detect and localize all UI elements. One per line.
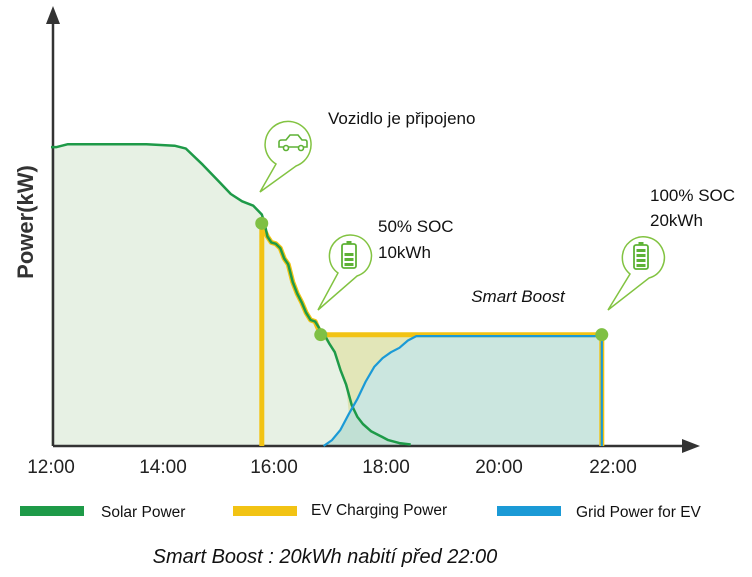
x-tick-label: 22:00: [589, 457, 637, 478]
grid-area: [323, 336, 602, 446]
event-markers: [255, 216, 609, 342]
x-tick-labels: 12:00 14:00 16:00 18:00 20:00 22:00: [27, 457, 637, 478]
battery-callout-100-bubble: [607, 236, 666, 311]
solar-area: [51, 144, 411, 446]
legend-label-grid: Grid Power for EV: [576, 504, 702, 521]
x-tick-label: 16:00: [250, 457, 298, 478]
overlap-area: [320, 334, 417, 414]
event-marker: [255, 216, 269, 230]
x-axis-arrow: [682, 439, 700, 453]
event-label-connected: Vozidlo je připojeno: [328, 109, 475, 128]
battery-callout-50-bubble: [317, 234, 373, 311]
battery-callout-100: [607, 236, 666, 311]
event-marker: [314, 328, 328, 342]
x-tick-label: 20:00: [475, 457, 523, 478]
series-lines: [51, 142, 605, 447]
x-tick-label: 14:00: [139, 457, 187, 478]
grid-power-line: [322, 335, 603, 447]
event-label-100-soc: 100% SOC: [650, 186, 735, 205]
legend-label-solar: Solar Power: [101, 504, 185, 521]
event-label-20kwh: 20kWh: [650, 211, 703, 230]
event-label-50-soc: 50% SOC: [378, 217, 454, 236]
legend-swatch-ev: [233, 506, 297, 516]
y-axis-arrow: [46, 6, 60, 24]
chart-caption: Smart Boost : 20kWh nabití před 22:00: [153, 546, 498, 568]
legend-swatch-solar: [20, 506, 84, 516]
x-tick-label: 18:00: [362, 457, 410, 478]
car-callout: [259, 120, 312, 193]
solar-power-line: [51, 142, 411, 446]
event-label-10kwh: 10kWh: [378, 243, 431, 262]
battery-icon: [633, 242, 649, 270]
car-callout-bubble: [259, 120, 312, 193]
event-marker: [595, 328, 609, 342]
area-fills: [51, 144, 602, 446]
legend-label-ev: EV Charging Power: [311, 502, 447, 519]
x-tick-label: 12:00: [27, 457, 75, 478]
smart-boost-label: Smart Boost: [471, 287, 566, 306]
legend: Solar Power EV Charging Power Grid Power…: [20, 502, 702, 521]
legend-swatch-grid: [497, 506, 561, 516]
y-axis-label: Power(kW): [13, 165, 38, 279]
battery-icon: [341, 241, 357, 269]
battery-callout-50: [317, 234, 373, 311]
car-icon: [278, 134, 308, 152]
axes: [46, 6, 700, 453]
